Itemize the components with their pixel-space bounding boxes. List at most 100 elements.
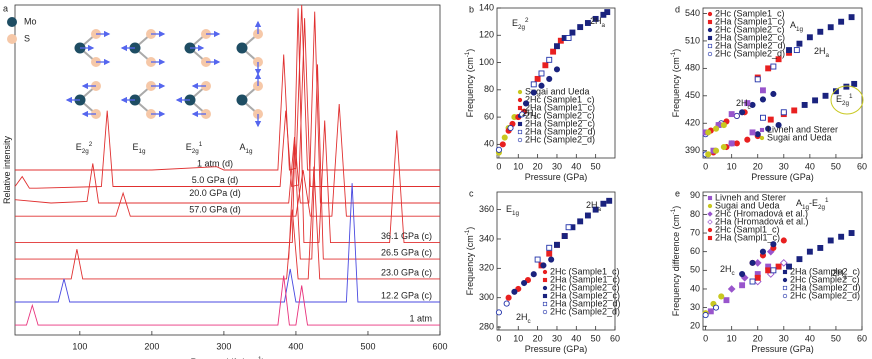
label-part: 1g bbox=[796, 26, 804, 33]
marker bbox=[791, 107, 798, 114]
legend-marker bbox=[542, 269, 548, 275]
x-tick-label: 60 bbox=[857, 161, 867, 171]
y-tick-label: 40 bbox=[484, 139, 494, 149]
marker bbox=[534, 75, 541, 82]
marker bbox=[592, 206, 599, 213]
legend-label: 2Hc (Sample2_d) bbox=[525, 134, 595, 144]
marker bbox=[780, 237, 787, 244]
y-tick-label: 320 bbox=[479, 263, 494, 273]
marker bbox=[569, 29, 576, 36]
marker bbox=[770, 241, 777, 248]
x-tick-label: 100 bbox=[72, 341, 87, 351]
marker bbox=[521, 279, 528, 287]
y-axis-label: Relative intensity bbox=[2, 135, 12, 204]
x-tick-label: 10 bbox=[727, 161, 737, 171]
panel-letter: b bbox=[469, 4, 474, 14]
x-tick-label: 40 bbox=[571, 161, 581, 171]
x-tick-label: 10 bbox=[513, 161, 523, 171]
label-part: -1 bbox=[464, 51, 471, 57]
label-part: a bbox=[602, 22, 606, 29]
marker bbox=[786, 263, 792, 270]
marker bbox=[728, 140, 735, 147]
marker bbox=[501, 134, 508, 141]
legend-label: 2Ha (Sample1_c) bbox=[525, 102, 595, 112]
x-tick-label: 20 bbox=[753, 333, 763, 343]
legend-label: 2Hc (Sample2_c) bbox=[715, 24, 785, 34]
marker bbox=[765, 267, 772, 274]
marker bbox=[775, 263, 782, 270]
label-part: A bbox=[796, 198, 802, 208]
marker bbox=[806, 248, 813, 255]
y-tick-label: 300 bbox=[479, 292, 494, 302]
legend-label: 2Hc (Hromadová et al.) bbox=[715, 208, 808, 218]
label-part: Frequency difference (cm bbox=[671, 214, 681, 316]
marker bbox=[739, 271, 746, 278]
label-part: 1g bbox=[246, 148, 254, 155]
panel-letter: a bbox=[3, 3, 8, 13]
marker bbox=[720, 122, 727, 129]
marker bbox=[554, 43, 560, 50]
label-part: E bbox=[132, 142, 138, 152]
x-tick-label: 20 bbox=[533, 161, 543, 171]
plot-frame bbox=[702, 7, 863, 159]
marker bbox=[848, 230, 855, 236]
label-part: 2g bbox=[192, 148, 200, 155]
marker bbox=[705, 151, 712, 158]
label-part: 2H bbox=[522, 108, 534, 118]
marker bbox=[712, 304, 720, 311]
y-tick-label: 450 bbox=[685, 90, 700, 100]
label-part: -1 bbox=[256, 356, 262, 359]
label-part: ) bbox=[465, 227, 475, 230]
marker bbox=[767, 116, 774, 123]
label-part: c bbox=[748, 104, 751, 111]
legend-marker bbox=[707, 227, 713, 233]
y-tick-label: 360 bbox=[479, 204, 494, 214]
legend-label: Sugai and Ueda bbox=[715, 200, 780, 210]
x-tick-label: 200 bbox=[144, 341, 159, 351]
atom-legend-dot bbox=[7, 34, 17, 44]
marker bbox=[577, 218, 584, 225]
spectrum-label: 23.0 GPa (c) bbox=[381, 267, 432, 277]
label-part: A bbox=[790, 20, 796, 30]
marker bbox=[546, 250, 553, 257]
marker bbox=[812, 97, 819, 104]
legend-marker bbox=[707, 195, 713, 201]
marker bbox=[604, 9, 611, 16]
y-tick-label: 510 bbox=[685, 35, 700, 45]
marker bbox=[749, 278, 756, 285]
y-tick-label: 50 bbox=[690, 265, 700, 275]
marker bbox=[728, 111, 735, 118]
legend-label: 2Hc (Sample2_c) bbox=[790, 274, 860, 284]
legend-marker bbox=[517, 129, 523, 135]
marker bbox=[499, 141, 506, 148]
x-tick-label: 0 bbox=[496, 333, 501, 343]
x-tick-label: 400 bbox=[288, 341, 303, 351]
annotation: 2Ha bbox=[814, 46, 830, 59]
legend-marker bbox=[759, 135, 765, 141]
x-axis-label: Pressure (GPa) bbox=[751, 344, 814, 354]
legend-label: 2Ha (Hromadová et al.) bbox=[715, 216, 809, 226]
marker bbox=[733, 140, 740, 147]
x-tick-label: 0 bbox=[703, 161, 708, 171]
x-tick-label: 60 bbox=[857, 333, 867, 343]
label-part: 2H bbox=[720, 264, 732, 274]
label-part: 1 bbox=[849, 93, 853, 100]
marker bbox=[749, 129, 756, 136]
label-part: Frequency (cm bbox=[671, 57, 681, 117]
annotation: 2Hc bbox=[522, 108, 537, 121]
marker bbox=[851, 80, 858, 87]
legend-label: 2Ha (Sample2_d) bbox=[790, 282, 861, 292]
marker bbox=[832, 88, 839, 95]
x-tick-label: 60 bbox=[610, 333, 620, 343]
legend-label: 2Hc (Sample2_d) bbox=[790, 290, 860, 300]
legend-marker bbox=[517, 121, 523, 127]
y-tick-label: 90 bbox=[690, 190, 700, 200]
marker bbox=[801, 102, 808, 108]
label-part: -1 bbox=[464, 229, 471, 235]
label-part: ) bbox=[671, 49, 681, 52]
marker bbox=[843, 83, 850, 90]
x-tick-label: 30 bbox=[552, 333, 562, 343]
legend-marker bbox=[782, 277, 788, 283]
marker bbox=[511, 288, 518, 295]
